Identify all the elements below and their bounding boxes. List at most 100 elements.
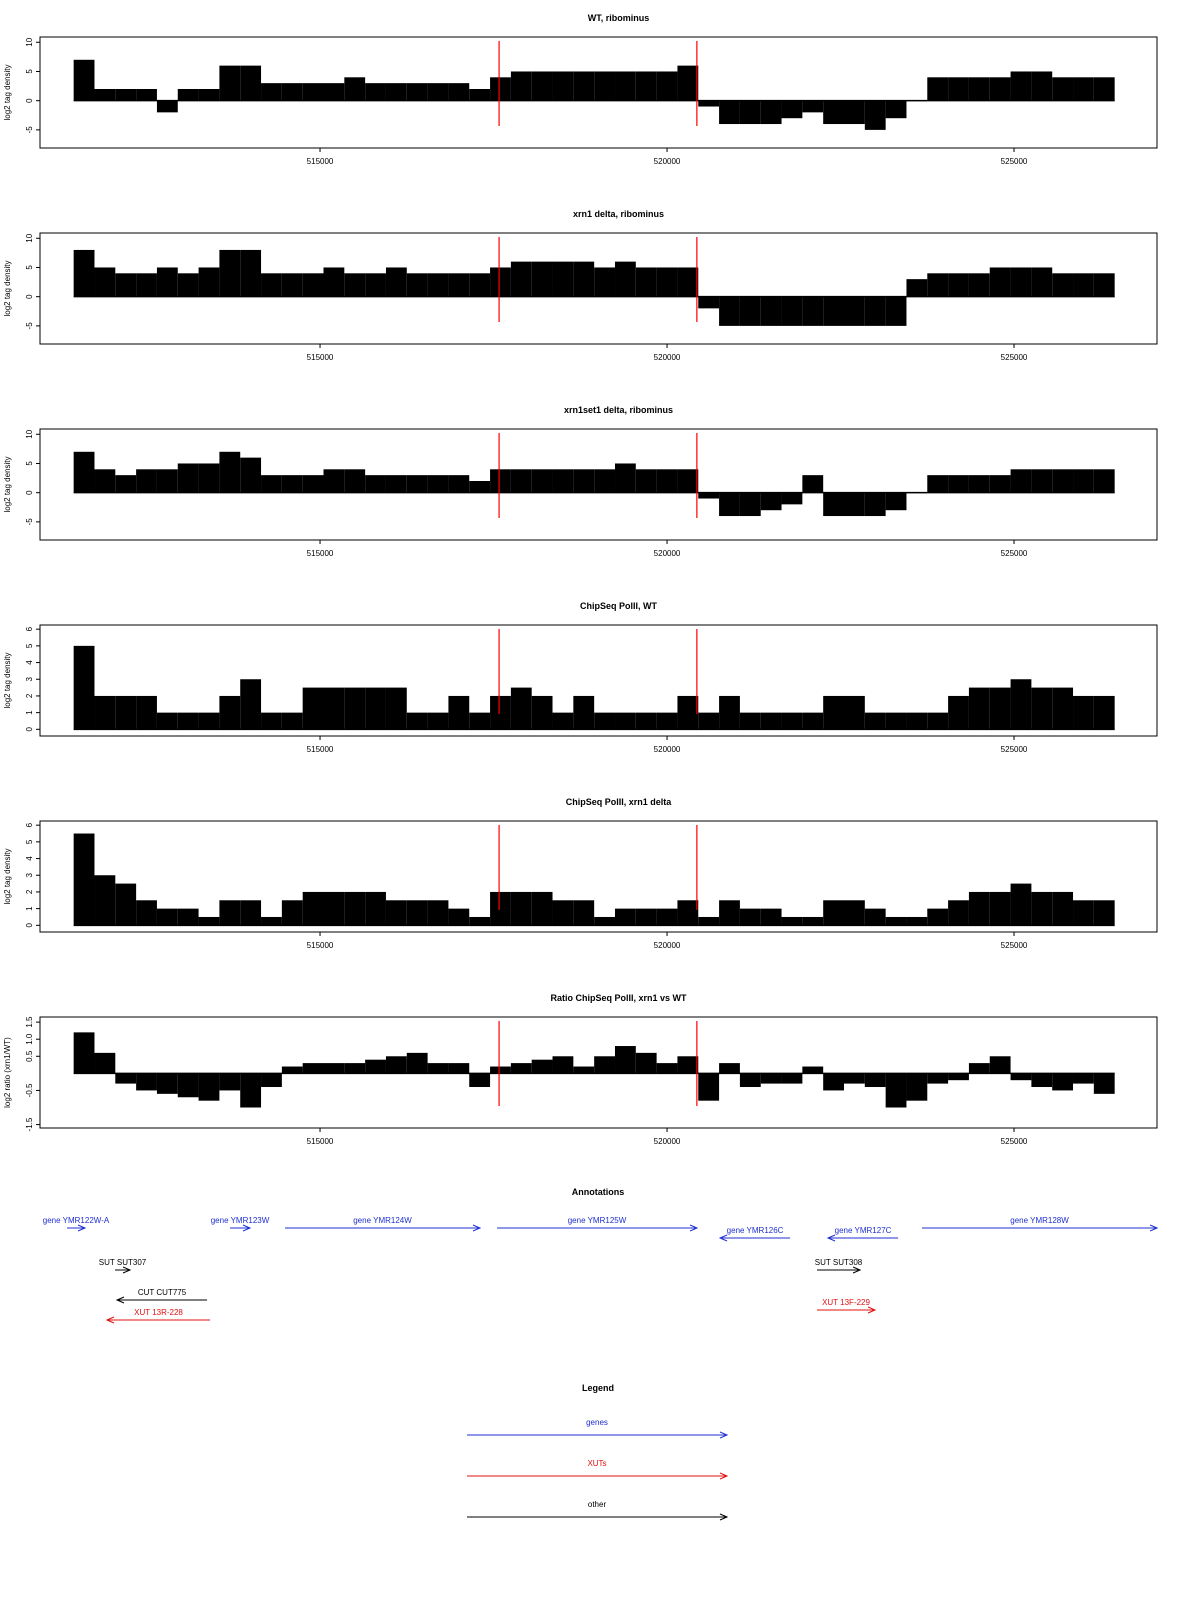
bar <box>385 475 407 493</box>
y-tick-label: -5 <box>25 126 34 134</box>
y-tick-label: 4 <box>25 856 34 861</box>
bar <box>802 296 824 326</box>
bar <box>219 695 241 730</box>
annotations-title: Annotations <box>572 1187 625 1197</box>
x-tick-label: 515000 <box>307 157 334 166</box>
bar <box>1031 267 1053 297</box>
bar <box>302 273 324 297</box>
bar <box>927 273 949 297</box>
bar <box>198 88 220 101</box>
bar <box>219 451 241 493</box>
bar <box>427 1063 449 1074</box>
annotation-arrow-head <box>242 1224 252 1232</box>
chart-title: ChipSeq PolII, xrn1 delta <box>566 797 673 807</box>
bar <box>490 77 511 101</box>
y-axis-label: log2 tag density <box>3 260 12 316</box>
bar <box>406 475 428 493</box>
y-axis-label: log2 ratio (xrn1/WT) <box>3 1037 12 1108</box>
bar <box>198 712 220 730</box>
bar <box>136 273 157 297</box>
y-tick-label: 5 <box>25 643 34 648</box>
annotation-arrow-head <box>122 1266 132 1274</box>
bar <box>302 1063 324 1074</box>
bar <box>281 475 303 493</box>
y-tick-label: 10 <box>25 233 34 242</box>
bar <box>573 900 595 926</box>
bar <box>281 83 303 101</box>
chart-title: xrn1 delta, ribominus <box>573 209 664 219</box>
bar <box>948 273 969 297</box>
annotation-label: SUT SUT308 <box>815 1258 863 1267</box>
bar <box>1010 1073 1032 1081</box>
bar <box>698 916 720 926</box>
bar <box>968 77 990 101</box>
y-tick-label: 5 <box>25 839 34 844</box>
bar <box>864 296 886 326</box>
chart-title: ChipSeq PolII, WT <box>580 601 657 611</box>
annotation-arrow-head <box>718 1234 728 1242</box>
bar <box>948 900 969 926</box>
bar <box>406 83 428 101</box>
annotation-label: CUT CUT775 <box>138 1288 187 1297</box>
bar <box>136 469 157 493</box>
bar <box>760 908 782 926</box>
bar <box>1093 1073 1115 1094</box>
bar <box>531 261 553 297</box>
x-tick-label: 520000 <box>654 549 681 558</box>
bar <box>989 891 1011 926</box>
y-tick-label: 0 <box>25 727 34 732</box>
legend-label: other <box>588 1500 607 1509</box>
plot-frame <box>39 232 1158 345</box>
bar <box>948 77 969 101</box>
bar <box>323 891 345 926</box>
bar <box>989 687 1011 730</box>
bar <box>490 469 511 493</box>
bar <box>261 475 282 493</box>
bar <box>948 695 969 730</box>
bar <box>531 469 553 493</box>
bar <box>385 687 407 730</box>
bar <box>156 908 178 926</box>
bar <box>1073 900 1094 926</box>
x-tick-label: 520000 <box>654 941 681 950</box>
annotation-arrow-head <box>852 1266 862 1274</box>
bar <box>719 492 740 517</box>
bar <box>1093 469 1115 493</box>
bar <box>739 1073 761 1088</box>
y-tick-label: 3 <box>25 676 34 681</box>
x-tick-label: 525000 <box>1001 941 1028 950</box>
bar <box>240 65 262 101</box>
bar <box>760 1073 782 1084</box>
bar <box>344 77 366 101</box>
legend-arrow-head <box>719 1431 729 1439</box>
bar <box>927 908 949 926</box>
bar <box>677 65 699 101</box>
bar <box>469 1073 491 1088</box>
bar <box>136 1073 157 1091</box>
bar <box>302 891 324 926</box>
annotation-label: SUT SUT307 <box>99 1258 147 1267</box>
bar <box>760 100 782 125</box>
bar <box>573 469 595 493</box>
bar <box>614 908 636 926</box>
bar <box>1052 469 1074 493</box>
bar <box>344 469 366 493</box>
bar <box>864 1073 886 1088</box>
bar <box>240 457 262 493</box>
bar <box>968 273 990 297</box>
bar <box>719 100 740 125</box>
bar <box>219 249 241 297</box>
bar <box>281 273 303 297</box>
bar <box>448 1063 470 1074</box>
x-tick-label: 515000 <box>307 549 334 558</box>
bar <box>323 267 345 297</box>
bar <box>406 900 428 926</box>
bar <box>427 712 449 730</box>
bar <box>448 908 470 926</box>
annotation-label: gene YMR127C <box>835 1226 892 1235</box>
bar <box>198 1073 220 1101</box>
bar <box>823 900 845 926</box>
bar <box>344 891 366 926</box>
plot-frame <box>39 36 1158 149</box>
bar <box>115 88 137 101</box>
